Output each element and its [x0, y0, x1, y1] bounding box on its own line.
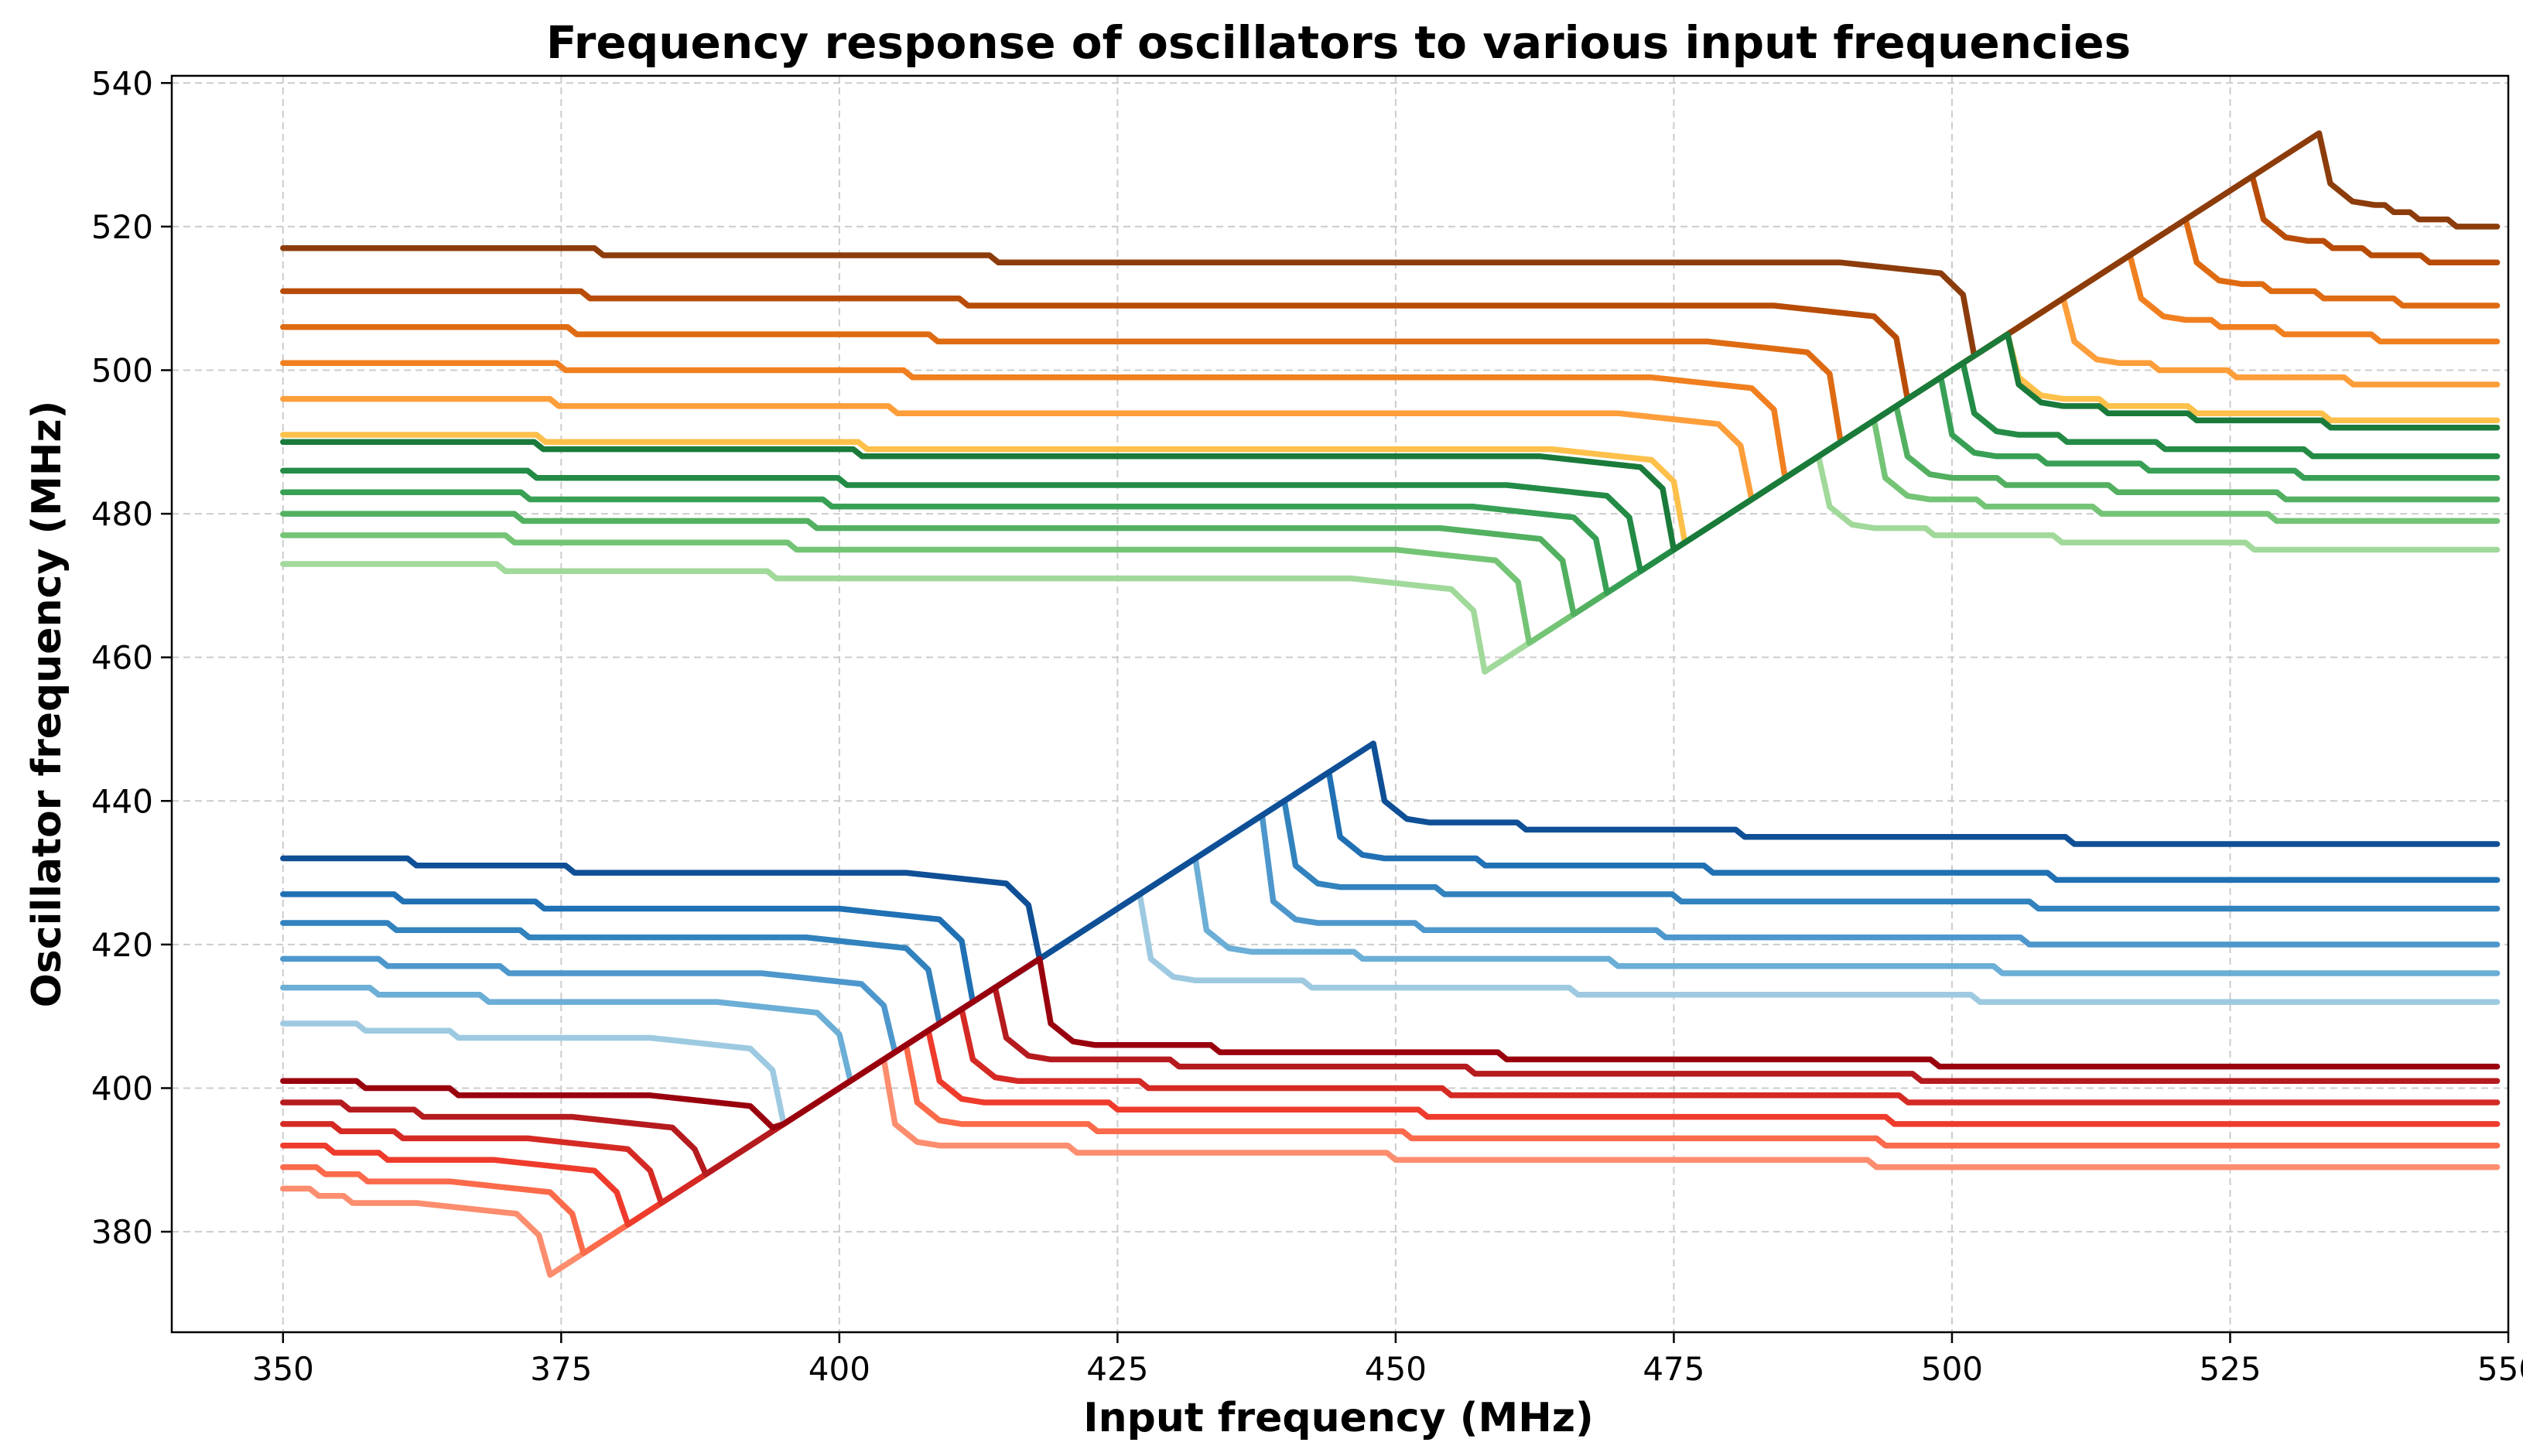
oscillator-line-oranges [280, 130, 2501, 359]
y-tick-label: 380 [91, 1213, 153, 1251]
x-tick-label: 400 [809, 1350, 870, 1388]
y-tick-label: 440 [91, 782, 153, 820]
x-tick-label: 550 [2477, 1350, 2523, 1388]
y-tick-label: 400 [91, 1069, 153, 1107]
oscillator-line-greens [280, 360, 2501, 575]
y-axis: 380 400 420 440 460 480 500 520 540 [91, 64, 172, 1251]
plot-frame [170, 74, 2510, 1334]
y-tick-label: 420 [91, 926, 153, 964]
oscillator-line-reds [280, 1027, 2501, 1228]
y-tick-label: 500 [91, 351, 153, 389]
x-tick-label: 375 [530, 1350, 592, 1388]
oscillator-line-blues [280, 812, 2501, 1055]
oscillator-line-greens [280, 331, 2501, 553]
y-axis-label: Oscillator frequency (MHz) [24, 401, 70, 1008]
oscillator-line-blues [280, 769, 2501, 1005]
x-axis-label: Input frequency (MHz) [1083, 1395, 1594, 1441]
series-group [280, 130, 2501, 1278]
oscillator-line-oranges [280, 252, 2501, 481]
oscillator-line-blues [280, 740, 2501, 962]
oscillator-line-oranges [280, 295, 2501, 503]
x-tick-label: 500 [1921, 1350, 1983, 1388]
oscillator-line-reds [280, 1006, 2501, 1206]
x-tick-label: 475 [1643, 1350, 1704, 1388]
x-tick-label: 450 [1365, 1350, 1427, 1388]
y-tick-label: 520 [91, 208, 153, 246]
chart-title: Frequency response of oscillators to var… [546, 16, 2131, 69]
oscillator-line-greens [280, 403, 2501, 617]
x-tick-label: 425 [1086, 1350, 1148, 1388]
oscillator-line-reds [280, 1056, 2501, 1278]
oscillator-line-oranges [280, 216, 2501, 446]
oscillator-line-greens [280, 374, 2501, 596]
oscillator-line-blues [280, 855, 2501, 1084]
oscillator-line-greens [280, 453, 2501, 675]
oscillator-line-reds [280, 1042, 2501, 1256]
y-tick-label: 540 [91, 64, 153, 102]
y-tick-label: 480 [91, 495, 153, 533]
oscillator-line-greens [280, 417, 2501, 646]
oscillator-line-reds [280, 984, 2501, 1177]
x-tick-label: 525 [2199, 1350, 2261, 1388]
x-axis: 350 375 400 425 450 475 500 525 550 [252, 1332, 2523, 1388]
x-tick-label: 350 [252, 1350, 314, 1388]
y-tick-label: 460 [91, 639, 153, 677]
oscillator-line-blues [280, 798, 2501, 1027]
oscillator-line-blues [280, 891, 2501, 1127]
oscillator-line-reds [280, 955, 2501, 1131]
oscillator-line-oranges [280, 173, 2501, 402]
